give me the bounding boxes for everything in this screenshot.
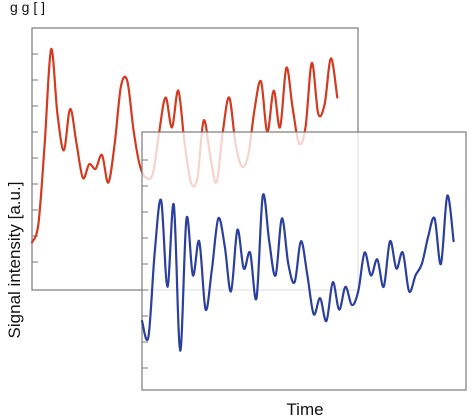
header-text: g g [ ] bbox=[10, 0, 45, 15]
blue-series-line bbox=[140, 193, 455, 352]
x-axis-label: Time bbox=[286, 400, 323, 419]
front-chart-ticks bbox=[142, 159, 148, 369]
y-axis-label: Signal intensity [a.u.] bbox=[5, 182, 24, 339]
front-chart bbox=[140, 131, 467, 391]
back-chart-ticks bbox=[32, 53, 38, 263]
